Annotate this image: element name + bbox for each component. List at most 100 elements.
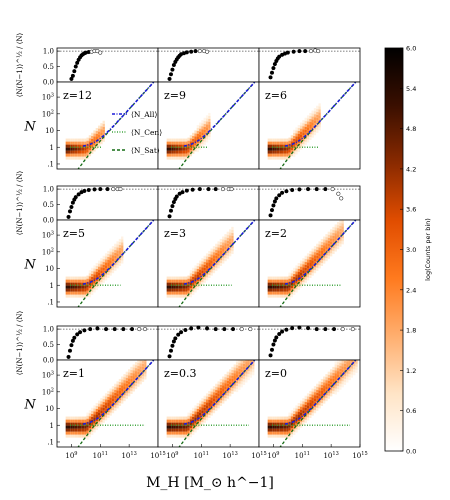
heatmap-cell xyxy=(171,153,174,157)
heatmap-cell xyxy=(201,407,204,411)
heatmap-cell xyxy=(313,111,317,115)
heatmap-cell xyxy=(72,282,75,286)
heatmap-cell xyxy=(137,360,140,363)
heatmap-cell xyxy=(121,260,124,264)
heatmap-cell xyxy=(339,240,342,244)
heatmap-cell xyxy=(279,156,282,160)
heatmap-cell xyxy=(95,127,98,132)
heatmap-cell xyxy=(175,276,179,280)
heatmap-cell xyxy=(194,405,197,409)
heatmap-cell xyxy=(279,138,282,142)
heatmap-cell xyxy=(240,360,243,364)
heatmap-cell xyxy=(247,371,250,375)
heatmap-cell xyxy=(215,395,218,399)
heatmap-cell xyxy=(267,282,270,286)
heatmap-cell xyxy=(311,412,314,416)
heatmap-cell xyxy=(100,141,103,145)
heatmap-cell xyxy=(323,245,326,249)
heatmap-cell xyxy=(70,279,73,283)
heatmap-cell xyxy=(323,248,326,252)
redshift-label: z=1 xyxy=(63,367,85,380)
heatmap-cell xyxy=(276,291,280,295)
heatmap-cell xyxy=(318,244,321,248)
heatmap-cell xyxy=(290,291,294,295)
heatmap-cell xyxy=(269,428,273,432)
heatmap-cell xyxy=(72,422,75,426)
heatmap-cell xyxy=(299,281,303,285)
heatmap-cell xyxy=(118,256,122,260)
ratio-tick-label: 0.0 xyxy=(43,79,54,87)
heatmap-cell xyxy=(187,146,190,150)
heatmap-cell xyxy=(203,401,206,405)
heatmap-cell xyxy=(302,276,305,280)
heatmap-cell xyxy=(272,419,275,423)
heatmap-cell xyxy=(116,256,119,260)
heatmap-cell xyxy=(323,251,326,255)
heatmap-cell xyxy=(107,402,110,406)
heatmap-cell xyxy=(327,249,330,253)
y-axis-label-counts: N xyxy=(23,398,36,413)
heatmap-cell xyxy=(86,290,89,294)
heatmap-cell xyxy=(97,131,101,135)
heatmap-cell xyxy=(196,269,199,273)
heatmap-cell xyxy=(247,374,250,378)
heatmap-cell xyxy=(276,419,280,423)
heatmap-cell xyxy=(102,258,105,262)
heatmap-cell xyxy=(269,150,273,154)
heatmap-cell xyxy=(72,285,75,289)
heatmap-cell xyxy=(208,396,211,400)
heatmap-cell xyxy=(297,412,300,416)
heatmap-cell xyxy=(311,116,314,120)
heatmap-cell xyxy=(84,425,87,429)
heatmap-cell xyxy=(100,410,103,414)
heatmap-cell xyxy=(309,121,312,125)
heatmap-cell xyxy=(72,434,75,438)
heatmap-cell xyxy=(327,395,330,399)
heatmap-cell xyxy=(70,425,73,429)
heatmap-cell xyxy=(325,252,328,256)
heatmap-cell xyxy=(192,288,195,292)
heatmap-cell xyxy=(194,420,197,424)
heatmap-cell xyxy=(295,411,298,415)
curve-n-all xyxy=(183,220,256,285)
heatmap-cell xyxy=(329,372,333,376)
heatmap-cell xyxy=(192,431,195,435)
ratio-point xyxy=(67,209,73,214)
heatmap-cell xyxy=(327,389,330,393)
y-axis-label-ratio: ⟨N(N−1)⟩^½ / ⟨N⟩ xyxy=(16,310,24,375)
heatmap-cell xyxy=(81,147,85,151)
heatmap-cell xyxy=(353,369,356,373)
heatmap-cell xyxy=(77,422,80,426)
heatmap-cell xyxy=(137,371,140,375)
ratio-point xyxy=(205,326,210,331)
heatmap-cell xyxy=(205,259,209,263)
heatmap-cell xyxy=(166,294,169,298)
heatmap-cell xyxy=(235,389,239,393)
legend-n-sat: ⟨N_Sat⟩ xyxy=(112,146,160,155)
ratio-point xyxy=(179,330,184,335)
heatmap-cell xyxy=(107,390,110,394)
heatmap-cell xyxy=(173,288,176,292)
counts-plot-area xyxy=(267,82,357,169)
heatmap-cell xyxy=(72,153,75,157)
heatmap-cell xyxy=(323,388,326,392)
heatmap-cell xyxy=(336,360,340,363)
heatmap-cell xyxy=(84,428,87,432)
heatmap-cell xyxy=(201,123,204,127)
heatmap-cell xyxy=(318,109,321,113)
heatmap-cell xyxy=(286,428,289,432)
heatmap-cell xyxy=(325,234,328,238)
heatmap-cell xyxy=(168,428,172,432)
heatmap-cell xyxy=(93,271,96,275)
heatmap-cell xyxy=(320,247,324,251)
heatmap-cell xyxy=(65,144,68,148)
ratio-point xyxy=(269,347,275,352)
heatmap-cell xyxy=(166,288,169,292)
heatmap-cell xyxy=(192,132,195,136)
heatmap-cell xyxy=(226,240,229,244)
heatmap-cell xyxy=(238,371,241,375)
heatmap-cell xyxy=(348,371,351,375)
heatmap-cell xyxy=(269,141,273,145)
heatmap-cell xyxy=(274,156,277,160)
heatmap-cell xyxy=(182,150,186,154)
